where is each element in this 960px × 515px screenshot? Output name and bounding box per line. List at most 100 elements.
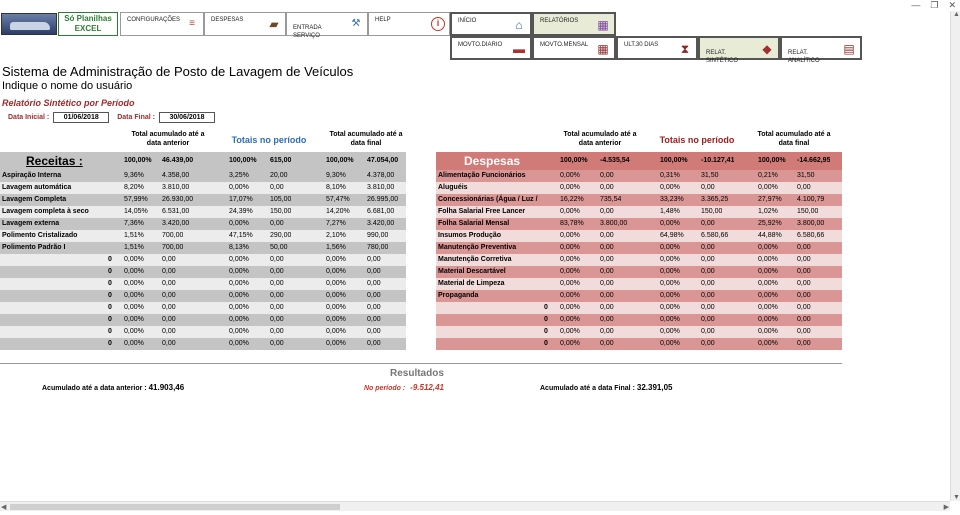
receitas-row-v2: 0,00 <box>270 268 284 275</box>
receitas-row-name: 0 <box>108 268 112 275</box>
close-icon[interactable]: ✕ <box>948 0 956 10</box>
despesas-row-v2: 0,00 <box>701 316 715 323</box>
scroll-up-icon[interactable]: ▲ <box>953 11 960 18</box>
despesas-row-v2: 0,00 <box>701 268 715 275</box>
date-range: Data Inicial : 01/06/2018 Data Final : 3… <box>8 112 215 123</box>
car-icon <box>10 22 50 30</box>
despesas-row-v3: 0,00 <box>797 184 811 191</box>
despesas-row-p2: 0,00% <box>660 340 680 347</box>
ult30-button[interactable]: ULT.30 DIAS ⧗ <box>616 36 698 60</box>
end-date-field[interactable]: 30/06/2018 <box>158 112 215 123</box>
start-date-field[interactable]: 01/06/2018 <box>53 112 110 123</box>
despesas-row-name: Manutenção Corretiva <box>438 256 512 263</box>
despesas-row-p2: 0,00% <box>660 244 680 251</box>
restore-icon[interactable]: ❐ <box>930 0 939 10</box>
report-title: Relatório Sintético por Período <box>2 98 135 108</box>
rec-period-header: Totais no período <box>231 135 307 145</box>
receitas-total-v1: 46.439,00 <box>162 157 194 164</box>
despesas-row-p1: 0,00% <box>560 316 580 323</box>
receitas-row-p1: 0,00% <box>124 304 144 311</box>
configuracoes-button[interactable]: CONFIGURAÇÕES ≡ <box>120 12 204 36</box>
results-divider <box>0 363 842 364</box>
relat-analitico-button[interactable]: RELAT. ANALÍTICO ▤ <box>780 36 862 64</box>
despesas-row-name: 0 <box>544 316 548 323</box>
receitas-row-v1: 0,00 <box>162 292 176 299</box>
despesas-row-p3: 0,00% <box>758 328 778 335</box>
despesas-row-p1: 0,00% <box>560 244 580 251</box>
receitas-row-p3: 0,00% <box>326 304 346 311</box>
receitas-row-v1: 700,00 <box>162 244 184 251</box>
movto-mensal-button[interactable]: MOVTO.MENSAL ▦ <box>532 36 616 60</box>
despesas-row-v1: 0,00 <box>600 340 614 347</box>
result-period: No período : -9.512,41 <box>364 383 444 392</box>
horizontal-scrollbar[interactable]: ◀ ▶ <box>0 501 950 511</box>
despesas-row-name: Concessionárias (Água / Luz / <box>438 196 538 203</box>
despesas-row-v1: 0,00 <box>600 316 614 323</box>
scroll-left-icon[interactable]: ◀ <box>1 504 7 511</box>
table-row: 0 0,00% 0,00 0,00% 0,00 0,00% 0,00 <box>0 290 406 302</box>
receitas-row-name: 0 <box>108 328 112 335</box>
relatorios-button[interactable]: RELATÓRIOS ▦ <box>532 12 616 36</box>
receitas-row-p2: 0,00% <box>229 316 249 323</box>
despesas-row-name: Material Descartável <box>438 268 506 275</box>
receitas-row-p1: 1,51% <box>124 232 144 239</box>
receitas-row-v2: 150,00 <box>270 208 292 215</box>
minimize-icon[interactable]: — <box>911 0 921 10</box>
despesas-row-p3: 1,02% <box>758 208 778 215</box>
receitas-row-v1: 0,00 <box>162 328 176 335</box>
receitas-row-p2: 47,15% <box>229 232 253 239</box>
despesas-total-row: Despesas 100,00% -4.535,54 100,00% -10.127,4… <box>436 152 842 170</box>
inicio-button[interactable]: INÍCIO ⌂ <box>450 12 532 36</box>
receitas-row-p3: 0,00% <box>326 340 346 347</box>
table-row: 0 0,00% 0,00 0,00% 0,00 0,00% 0,00 <box>436 302 842 314</box>
receitas-row-v1: 26.930,00 <box>162 196 194 203</box>
receitas-row-p1: 0,00% <box>124 316 144 323</box>
receitas-row-v2: 50,00 <box>270 244 288 251</box>
receitas-row-p2: 8,13% <box>229 244 249 251</box>
entrada-servico-button[interactable]: ENTRADA SERVIÇO ⚒ <box>286 12 368 39</box>
receitas-row-name: 0 <box>108 292 112 299</box>
receitas-row-v3: 0,00 <box>367 340 381 347</box>
relatorios-label: RELATÓRIOS <box>540 18 579 24</box>
receitas-row-p1: 0,00% <box>124 280 144 287</box>
table-row: 0 0,00% 0,00 0,00% 0,00 0,00% 0,00 <box>0 254 406 266</box>
result-period-label: No período : <box>364 385 406 392</box>
start-date-label: Data Inicial : <box>8 114 50 121</box>
vertical-scrollbar[interactable]: ▲ ▼ <box>950 11 960 501</box>
table-row: 0 0,00% 0,00 0,00% 0,00 0,00% 0,00 <box>436 314 842 326</box>
despesas-button[interactable]: DESPESAS ▰ <box>204 12 286 36</box>
receitas-row-v2: 0,00 <box>270 328 284 335</box>
horizontal-scroll-thumb[interactable] <box>10 504 340 510</box>
receitas-row-name: 0 <box>108 316 112 323</box>
despesas-row-v3: 0,00 <box>797 244 811 251</box>
despesas-title: Despesas <box>464 154 521 168</box>
results-title: Resultados <box>390 368 444 379</box>
top-navigation: Só Planilhas EXCEL CONFIGURAÇÕES ≡ DESPE… <box>0 11 960 64</box>
settings-sliders-icon: ≡ <box>189 18 195 29</box>
despesas-row-v3: 0,00 <box>797 280 811 287</box>
table-row: 0 0,00% 0,00 0,00% 0,00 0,00% 0,00 <box>0 278 406 290</box>
scroll-right-icon[interactable]: ▶ <box>943 504 949 511</box>
receitas-row-p1: 14,05% <box>124 208 148 215</box>
despesas-row-p3: 0,00% <box>758 256 778 263</box>
movto-diario-button[interactable]: MOVTO.DIARIO ▬ <box>450 36 532 60</box>
receitas-row-name: 0 <box>108 340 112 347</box>
relat-sintetico-button[interactable]: RELAT. SINTÉTICO ◆ <box>698 36 780 64</box>
despesas-row-v1: 0,00 <box>600 292 614 299</box>
despesas-row-p1: 0,00% <box>560 184 580 191</box>
scroll-down-icon[interactable]: ▼ <box>953 494 960 501</box>
receitas-row-v2: 0,00 <box>270 292 284 299</box>
receitas-row-name: 0 <box>108 280 112 287</box>
despesas-row-v2: 0,00 <box>701 304 715 311</box>
despesas-total-p1: 100,00% <box>560 157 588 164</box>
calendar-icon: ▦ <box>597 42 609 56</box>
receitas-row-name: Polimento Cristalizado <box>2 232 78 239</box>
despesas-row-name: Folha Salarial Free Lancer <box>438 208 526 215</box>
receitas-row-v3: 3.420,00 <box>367 220 395 227</box>
ult30-label: ULT.30 DIAS <box>624 42 659 48</box>
despesas-row-name: 0 <box>544 340 548 347</box>
despesas-row-v3: 0,00 <box>797 316 811 323</box>
reports-icon: ▦ <box>597 18 609 32</box>
help-button[interactable]: HELP i <box>368 12 450 36</box>
table-row: 0 0,00% 0,00 0,00% 0,00 0,00% 0,00 <box>436 326 842 338</box>
